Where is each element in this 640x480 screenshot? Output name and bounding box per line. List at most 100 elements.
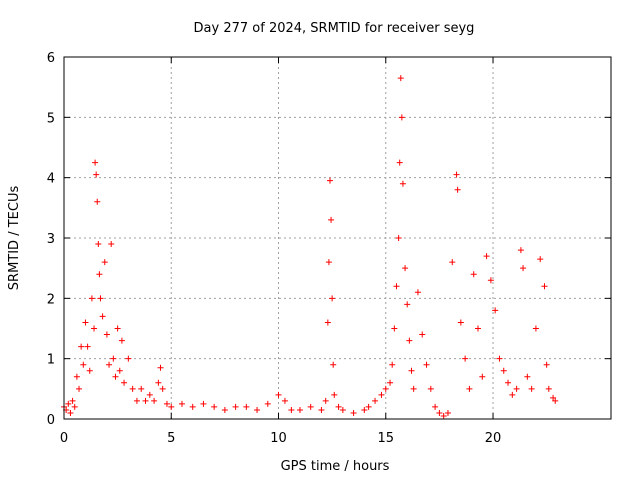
y-tick-label: 1 (47, 353, 55, 368)
data-point (67, 409, 74, 416)
data-point (427, 385, 434, 392)
data-point (449, 259, 456, 266)
data-point (329, 295, 336, 302)
data-point (399, 180, 406, 187)
y-tick-label: 0 (47, 413, 55, 428)
data-point (350, 409, 357, 416)
data-point (552, 397, 559, 404)
data-point (335, 403, 342, 410)
data-point (307, 403, 314, 410)
data-point (106, 361, 113, 368)
data-point (200, 400, 207, 407)
data-point (288, 406, 295, 413)
data-point (97, 295, 104, 302)
data-point (221, 406, 228, 413)
data-point (157, 364, 164, 371)
y-tick-label: 4 (47, 172, 55, 187)
data-point (487, 277, 494, 284)
data-point (71, 403, 78, 410)
data-point (414, 289, 421, 296)
data-point (444, 409, 451, 416)
data-point (118, 337, 125, 344)
data-point (138, 385, 145, 392)
data-point (361, 406, 368, 413)
data-point (404, 301, 411, 308)
data-point (101, 259, 108, 266)
data-point (389, 361, 396, 368)
data-point (168, 403, 175, 410)
data-point (96, 271, 103, 278)
data-point (254, 406, 261, 413)
axis-ticks: 0 1 2 3 4 5 6 0 5 10 15 20 (47, 51, 611, 446)
data-point (462, 355, 469, 362)
data-point (550, 394, 557, 401)
data-point (93, 171, 100, 178)
x-tick-label: 10 (270, 431, 287, 446)
data-point (453, 171, 460, 178)
data-point (69, 397, 76, 404)
data-point (125, 355, 132, 362)
data-point (264, 400, 271, 407)
data-point (466, 385, 473, 392)
data-point (509, 391, 516, 398)
data-point (500, 367, 507, 374)
data-point (78, 343, 85, 350)
x-tick-label: 5 (167, 431, 175, 446)
data-point (419, 331, 426, 338)
data-point (543, 361, 550, 368)
data-point (84, 343, 91, 350)
data-point (281, 397, 288, 404)
data-point (232, 403, 239, 410)
chart-title: Day 277 of 2024, SRMTID for receiver sey… (194, 21, 475, 36)
data-point (82, 319, 89, 326)
data-point (457, 319, 464, 326)
data-point (99, 313, 106, 320)
data-point (211, 403, 218, 410)
data-point (95, 241, 102, 248)
data-point (432, 403, 439, 410)
data-point (440, 412, 447, 419)
data-point (402, 265, 409, 272)
data-point (398, 114, 405, 121)
data-point (146, 391, 153, 398)
data-point (410, 385, 417, 392)
data-point (322, 397, 329, 404)
data-point (94, 198, 101, 205)
data-point (73, 373, 80, 380)
data-point (65, 400, 72, 407)
data-point (142, 397, 149, 404)
data-point (505, 379, 512, 386)
data-point (395, 235, 402, 241)
data-point (393, 283, 400, 290)
data-point (116, 367, 123, 374)
data-point (528, 385, 535, 392)
x-tick-label: 0 (60, 431, 68, 446)
data-point (408, 367, 415, 374)
y-tick-label: 6 (47, 51, 55, 66)
data-point (339, 406, 346, 413)
data-point (129, 385, 136, 392)
data-point (436, 409, 443, 416)
data-points (61, 75, 559, 419)
data-point (483, 253, 490, 260)
data-point (524, 373, 531, 380)
data-point (91, 325, 98, 332)
data-point (382, 385, 389, 392)
data-point (178, 400, 185, 407)
data-point (397, 75, 404, 82)
data-point (88, 295, 95, 302)
plot-frame (63, 56, 612, 420)
data-point (479, 373, 486, 380)
data-point (114, 325, 121, 332)
data-point (76, 385, 83, 392)
x-axis-label: GPS time / hours (281, 459, 390, 474)
data-point (513, 385, 520, 392)
data-point (365, 403, 372, 410)
data-point (454, 186, 461, 193)
data-point (80, 361, 87, 368)
data-point (325, 259, 332, 266)
data-point (151, 397, 158, 404)
data-point (330, 361, 337, 368)
data-point (110, 355, 117, 362)
